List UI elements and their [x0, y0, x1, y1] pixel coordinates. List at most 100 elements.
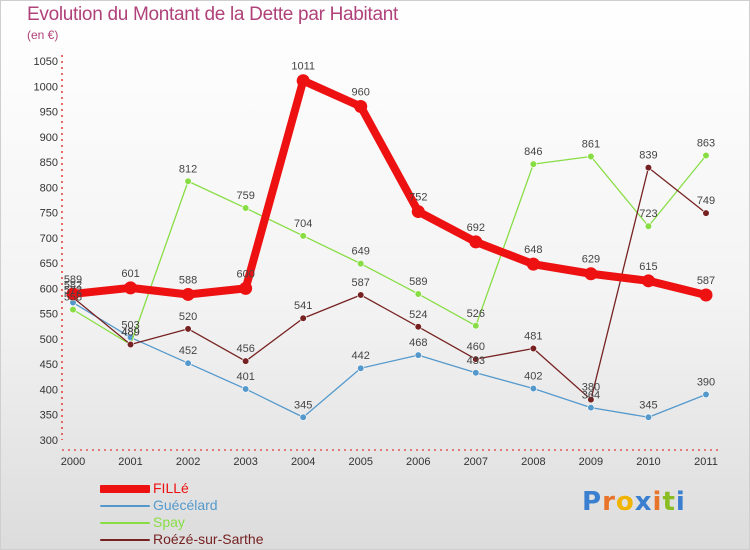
y-tick-label: 900 [40, 132, 58, 144]
y-tick-label: 350 [40, 410, 58, 422]
y-tick-label: 650 [40, 258, 58, 270]
data-label: 364 [582, 390, 600, 402]
data-point [357, 364, 365, 372]
data-point [242, 357, 250, 365]
series-line [72, 154, 707, 346]
legend-swatch [100, 505, 150, 507]
data-point [702, 390, 710, 399]
data-point [411, 205, 425, 219]
data-point [472, 355, 480, 363]
data-point [644, 164, 653, 172]
data-label: 489 [121, 326, 139, 338]
data-label: 558 [64, 292, 82, 304]
data-label: 587 [697, 275, 715, 287]
x-tick-label: 2008 [521, 456, 545, 468]
chart-title: Evolution du Montant de la Dette par Hab… [27, 4, 398, 25]
y-tick-label: 400 [40, 384, 58, 396]
data-label: 588 [179, 274, 197, 286]
data-label: 723 [639, 208, 657, 220]
y-tick-label: 700 [40, 233, 58, 245]
data-label: 489 [121, 326, 139, 338]
data-point [357, 291, 365, 299]
y-tick-label: 500 [40, 334, 58, 346]
data-point [299, 413, 307, 421]
data-label: 600 [236, 268, 254, 280]
data-label: 704 [294, 218, 312, 230]
data-point [69, 306, 77, 314]
y-tick-label: 750 [40, 208, 58, 220]
data-point [299, 232, 307, 240]
data-label: 520 [179, 311, 197, 323]
data-label: 863 [697, 137, 715, 149]
data-point [354, 99, 368, 113]
data-point [644, 413, 653, 421]
y-tick-label: 300 [40, 435, 58, 447]
y-tick-label: 1050 [34, 56, 58, 68]
data-label: 587 [352, 277, 370, 289]
data-point [242, 204, 250, 212]
legend-item: Spay [100, 514, 300, 530]
data-point [587, 395, 595, 404]
data-label: 839 [639, 150, 657, 162]
data-point [181, 287, 195, 301]
data-label: 433 [467, 355, 485, 367]
x-tick-label: 2005 [348, 456, 372, 468]
y-tick-label: 550 [40, 309, 58, 321]
data-label: 452 [179, 345, 197, 357]
x-tick-label: 2000 [61, 456, 85, 468]
legend-swatch [100, 539, 150, 541]
data-label: 648 [524, 244, 542, 256]
x-tick-label: 2003 [233, 456, 257, 468]
data-label: 468 [409, 337, 427, 349]
legend-swatch [100, 522, 150, 524]
data-point [529, 160, 537, 168]
data-label: 541 [294, 300, 312, 312]
x-tick-label: 2001 [118, 456, 142, 468]
data-label: 692 [467, 222, 485, 234]
data-point [414, 351, 422, 359]
data-point [472, 369, 480, 377]
data-label: 589 [409, 276, 427, 288]
y-tick-label: 450 [40, 359, 58, 371]
legend-item: FILLé [100, 480, 300, 496]
data-point [299, 314, 307, 322]
y-tick-label: 950 [40, 107, 58, 119]
data-point [702, 209, 710, 217]
data-label: 402 [524, 370, 542, 382]
y-tick-label: 850 [40, 157, 58, 169]
data-label: 752 [409, 192, 427, 204]
legend-item: Roézé-sur-Sarthe [100, 531, 300, 547]
legend-label: FILLé [153, 480, 189, 496]
data-point [526, 257, 540, 271]
y-tick-label: 800 [40, 182, 58, 194]
data-label: 861 [582, 139, 600, 151]
y-tick-label: 1000 [34, 81, 58, 93]
legend-item: Guécélard [100, 497, 300, 513]
data-label: 481 [524, 331, 542, 343]
data-point [644, 222, 653, 230]
data-point [242, 385, 250, 393]
data-point [414, 290, 422, 298]
chart-unit: (en €) [27, 28, 59, 42]
series-line [72, 301, 707, 418]
series-line [69, 76, 710, 299]
data-label: 460 [467, 341, 485, 353]
data-label: 442 [352, 350, 370, 362]
data-label: 960 [352, 86, 370, 98]
data-point [124, 281, 138, 295]
data-label: 601 [121, 268, 139, 280]
legend-label: Guécélard [153, 497, 218, 513]
data-label: 846 [524, 146, 542, 158]
data-label: 649 [352, 246, 370, 258]
x-tick-label: 2006 [406, 456, 430, 468]
data-label: 749 [697, 195, 715, 207]
data-label: 615 [639, 261, 657, 273]
data-label: 503 [121, 319, 139, 331]
data-label: 524 [409, 309, 427, 321]
data-point [641, 274, 655, 288]
x-tick-label: 2009 [579, 456, 603, 468]
data-point [472, 322, 480, 330]
data-label: 759 [236, 190, 254, 202]
y-tick-label: 600 [40, 283, 58, 295]
